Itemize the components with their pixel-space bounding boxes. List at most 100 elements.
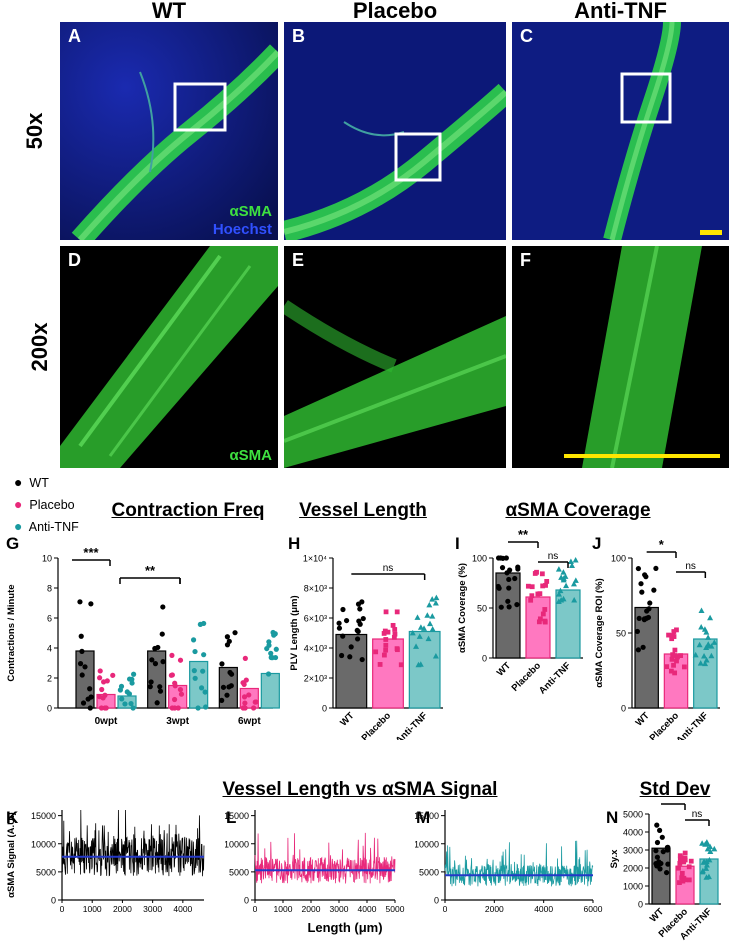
chart-contraction-freq: 0 2 4 6 8 10 Contractions / Minute 0wpt 3wpt 6wpt… xyxy=(6,545,280,727)
significance-label: ns xyxy=(548,551,559,562)
data-point xyxy=(242,700,248,706)
panel-letter-n: N xyxy=(606,808,619,827)
data-point xyxy=(392,631,398,637)
x-tick-label: 1000 xyxy=(83,904,102,914)
data-point xyxy=(242,655,248,661)
panel-letter-h: H xyxy=(288,534,301,553)
data-point xyxy=(377,662,383,667)
data-point xyxy=(160,604,166,610)
data-point xyxy=(539,571,545,577)
data-point xyxy=(505,598,511,604)
data-point xyxy=(654,854,660,860)
y-tick-label: 5000 xyxy=(419,867,439,877)
row-label-200x: 200x xyxy=(27,322,52,372)
x-tick-label: WT xyxy=(495,660,513,678)
data-point xyxy=(653,861,659,867)
data-point xyxy=(122,701,128,707)
bar xyxy=(525,596,551,659)
y-tick-label: 15000 xyxy=(31,811,56,821)
data-point xyxy=(665,861,671,867)
signal-trace xyxy=(61,809,205,877)
data-point xyxy=(666,632,671,638)
data-point xyxy=(675,654,680,660)
y-tick-label: 2 xyxy=(47,674,52,684)
data-point xyxy=(232,630,238,636)
y-tick-label: 4 xyxy=(47,644,52,654)
x-tick-label: 6000 xyxy=(584,904,603,914)
data-point xyxy=(98,705,105,711)
x-tick-label: Anti-TNF xyxy=(537,660,573,696)
y-axis-label: Contractions / Minute xyxy=(6,584,17,681)
data-point xyxy=(228,683,234,689)
data-point xyxy=(560,569,567,575)
data-point xyxy=(544,579,550,584)
data-point xyxy=(192,675,198,681)
data-point xyxy=(696,641,703,648)
y-tick-label: 50 xyxy=(616,629,626,639)
data-point xyxy=(359,656,365,663)
data-point xyxy=(654,839,661,846)
legend-item-wt: ● WT xyxy=(14,474,49,490)
data-point xyxy=(514,601,520,608)
data-point xyxy=(424,612,431,618)
data-point xyxy=(172,680,178,686)
y-tick-label: 4×10³ xyxy=(304,644,327,654)
x-tick-label: 0 xyxy=(443,904,448,914)
x-tick-label: 3000 xyxy=(330,904,349,914)
legend-item-anti-tnf: ● Anti-TNF xyxy=(14,518,79,534)
panel-letter-g: G xyxy=(6,534,20,553)
data-point xyxy=(512,575,518,582)
chart-std-dev: 010002000300040005000Sy.xWTPlaceboAnti-T… xyxy=(609,800,721,942)
data-point xyxy=(148,679,154,685)
data-point xyxy=(336,625,343,631)
data-point xyxy=(198,685,205,691)
y-tick-label: 5000 xyxy=(36,867,56,877)
y-tick-label: 2×10³ xyxy=(304,674,327,684)
data-point xyxy=(432,653,439,659)
data-point xyxy=(413,643,420,649)
data-point xyxy=(417,624,424,630)
data-point xyxy=(537,616,543,622)
data-point xyxy=(104,678,110,684)
data-point xyxy=(672,670,678,676)
data-point xyxy=(224,634,230,640)
chart-signal-placebo: 0 5000 10000 15000 0 1000 2000 3000 4000 5000 xyxy=(225,810,405,914)
data-point xyxy=(515,564,521,570)
data-point xyxy=(664,664,670,670)
y-tick-label: 0 xyxy=(322,704,327,714)
data-point xyxy=(708,652,715,659)
micrograph-a: A αSMA Hoechst xyxy=(60,22,278,240)
y-tick-label: 8×10³ xyxy=(304,584,327,594)
x-tick-label: 2000 xyxy=(113,904,132,914)
data-point xyxy=(498,604,504,610)
data-point xyxy=(704,845,711,852)
bar xyxy=(168,684,188,709)
data-point xyxy=(671,662,676,668)
data-point xyxy=(570,580,577,587)
data-point xyxy=(499,565,506,571)
panel-letter-c: C xyxy=(520,26,533,46)
y-tick-label: 0 xyxy=(434,896,439,906)
bar xyxy=(408,630,441,709)
x-tick-label: Placebo xyxy=(360,710,394,740)
data-point xyxy=(272,631,278,637)
y-tick-label: 15000 xyxy=(415,811,439,821)
significance-label: ns xyxy=(692,809,703,820)
data-point xyxy=(426,601,433,608)
data-point xyxy=(540,611,546,617)
data-point xyxy=(190,637,197,643)
data-point xyxy=(525,583,531,589)
data-point xyxy=(414,614,421,620)
data-point xyxy=(264,645,270,652)
data-point xyxy=(157,688,164,694)
data-point xyxy=(425,635,432,642)
data-point xyxy=(383,647,389,653)
data-point xyxy=(385,629,391,635)
data-point xyxy=(571,597,578,603)
data-point xyxy=(77,661,84,667)
data-point xyxy=(568,562,575,568)
data-point xyxy=(355,628,361,635)
data-point xyxy=(686,864,692,870)
data-point xyxy=(500,555,506,561)
data-point xyxy=(87,686,93,692)
